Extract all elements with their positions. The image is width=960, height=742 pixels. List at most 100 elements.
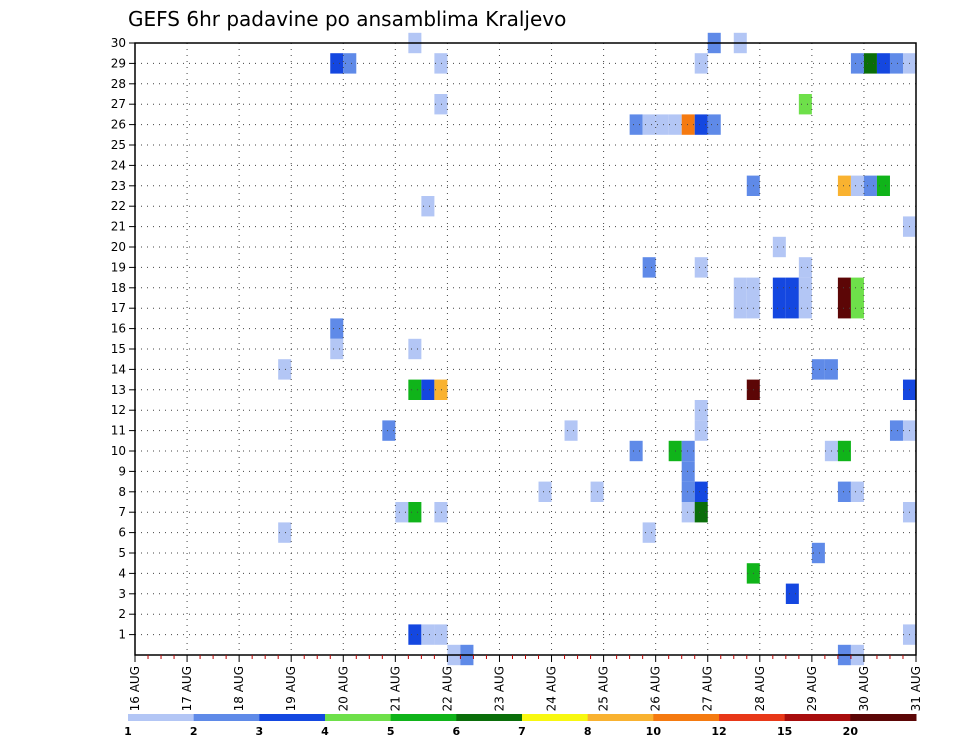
precip-cell	[434, 53, 448, 74]
precip-cell	[889, 53, 903, 74]
precip-cell	[785, 298, 799, 319]
colorbar-label: 15	[777, 725, 792, 738]
x-tick-label: 18 AUG	[232, 666, 246, 711]
precip-cell	[278, 359, 292, 380]
precip-cell	[863, 175, 877, 196]
precip-cell	[798, 257, 812, 278]
x-axis: 16 AUG 17 AUG 18 AUG 19 AUG 20 AUG 21 AUG 22 A…	[128, 655, 923, 711]
precip-cell	[837, 277, 851, 298]
y-tick-label: 12	[111, 403, 126, 417]
y-axis: 1234567891011121314151617181920212223242…	[111, 36, 135, 642]
precip-cell	[330, 53, 344, 74]
y-tick-label: 20	[111, 240, 126, 254]
x-tick-label: 25 AUG	[597, 666, 611, 711]
precip-cell	[733, 277, 747, 298]
colorbar-label: 2	[190, 725, 198, 738]
x-tick-label: 31 AUG	[909, 666, 923, 711]
precip-cell	[733, 298, 747, 319]
y-tick-label: 13	[111, 383, 126, 397]
precip-cell	[850, 175, 864, 196]
y-tick-label: 17	[111, 301, 126, 315]
colorbar-legend: 1 2 3 4 5 6 7 8 10 12 15 20	[124, 714, 917, 738]
precip-cell	[837, 481, 851, 502]
precip-cell	[694, 420, 708, 441]
y-tick-label: 24	[111, 158, 126, 172]
precip-cell	[876, 175, 890, 196]
precip-cell	[564, 420, 578, 441]
y-tick-label: 22	[111, 199, 126, 213]
precip-cell	[434, 379, 448, 400]
colorbar-label: 5	[387, 725, 395, 738]
precip-cell	[694, 400, 708, 421]
y-tick-label: 28	[111, 77, 126, 91]
colorbar-swatch	[259, 714, 326, 721]
precip-cell	[798, 94, 812, 115]
precip-cell	[434, 94, 448, 115]
precip-cell	[421, 624, 435, 645]
y-tick-label: 9	[118, 464, 126, 478]
precip-cell	[863, 53, 877, 74]
colorbar-swatch	[522, 714, 589, 721]
y-tick-label: 5	[118, 546, 126, 560]
precip-cell	[850, 481, 864, 502]
precip-cell	[330, 318, 344, 339]
x-tick-label: 16 AUG	[128, 666, 142, 711]
precip-cell	[707, 114, 721, 135]
colorbar-label: 20	[843, 725, 859, 738]
y-tick-label: 23	[111, 179, 126, 193]
y-tick-label: 25	[111, 138, 126, 152]
precip-cell	[772, 298, 786, 319]
precip-cell	[434, 624, 448, 645]
precip-cell	[772, 277, 786, 298]
colorbar-swatch	[719, 714, 786, 721]
y-tick-label: 29	[111, 56, 126, 70]
precip-cell	[434, 502, 448, 523]
precip-cell	[642, 114, 656, 135]
precip-cell	[629, 114, 643, 135]
precip-cell	[408, 338, 422, 360]
x-tick-label: 27 AUG	[701, 666, 715, 711]
y-tick-label: 4	[118, 566, 126, 580]
precip-cell	[889, 420, 903, 441]
precip-cell	[681, 114, 695, 135]
y-tick-label: 11	[111, 424, 126, 438]
precip-cell	[694, 53, 708, 74]
precip-cell	[694, 257, 708, 278]
precip-cell	[694, 114, 708, 135]
precip-cell	[798, 298, 812, 319]
chart-title: GEFS 6hr padavine po ansamblima Kraljevo	[128, 7, 566, 31]
y-tick-label: 7	[118, 505, 126, 519]
colorbar-label: 7	[518, 725, 526, 738]
precip-cell	[811, 542, 825, 564]
precip-cell	[785, 277, 799, 298]
x-tick-label: 22 AUG	[440, 666, 454, 711]
colorbar-swatch	[390, 714, 457, 721]
precip-cell	[538, 481, 552, 502]
grid-layer	[135, 42, 916, 655]
x-tick-label: 19 AUG	[284, 666, 298, 711]
precip-cell	[278, 522, 292, 543]
colorbar-swatch	[456, 714, 523, 721]
precip-cell	[798, 277, 812, 298]
precip-cell	[811, 359, 825, 380]
y-tick-label: 30	[111, 36, 126, 50]
colorbar-swatch	[193, 714, 260, 721]
precip-cell	[694, 502, 708, 523]
precip-cell	[642, 257, 656, 278]
precip-cell	[694, 481, 708, 502]
x-tick-label: 30 AUG	[857, 666, 871, 711]
precip-cell	[681, 481, 695, 502]
x-tick-label: 26 AUG	[649, 666, 663, 711]
y-tick-label: 27	[111, 97, 126, 111]
precip-cell	[681, 440, 695, 462]
precip-cell	[785, 583, 799, 604]
precip-cell	[850, 53, 864, 74]
y-tick-label: 10	[111, 444, 126, 458]
precip-cell	[850, 277, 864, 298]
colorbar-label: 6	[453, 725, 461, 738]
precip-cell	[850, 298, 864, 319]
x-tick-label: 24 AUG	[545, 666, 559, 711]
precip-cell	[772, 236, 786, 258]
x-tick-label: 28 AUG	[753, 666, 767, 711]
